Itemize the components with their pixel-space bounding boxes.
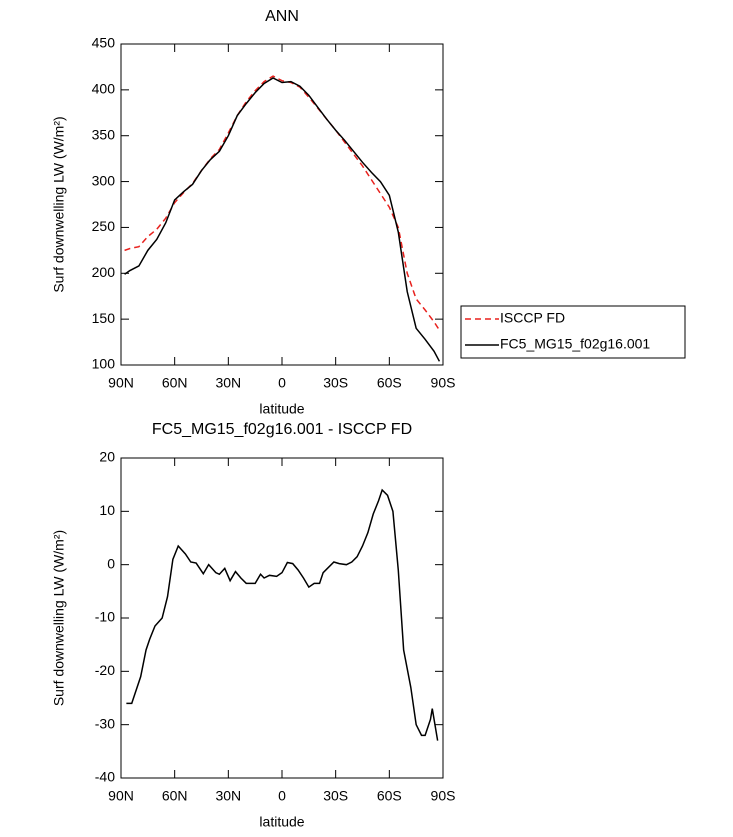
y-tick-label: 0: [107, 555, 115, 571]
plot-frame: [120, 43, 444, 366]
data-line: [124, 75, 441, 331]
y-tick-label: -40: [95, 769, 115, 785]
x-tick-label: 90N: [108, 375, 134, 391]
data-line: [126, 488, 439, 741]
y-tick-label: 20: [99, 449, 115, 465]
x-axis-label: latitude: [259, 401, 304, 417]
legend-box: [460, 305, 686, 359]
x-tick-label: 90S: [431, 375, 456, 391]
y-tick-label: -10: [95, 609, 115, 625]
plot-frame: [120, 457, 444, 779]
y-tick-label: 350: [92, 126, 116, 142]
chart-title: ANN: [265, 8, 299, 25]
x-tick-label: 30S: [323, 788, 348, 804]
y-tick-label: 100: [92, 356, 116, 372]
y-axis-label: Surf downwelling LW (W/m²): [51, 116, 67, 292]
y-tick-label: 10: [99, 502, 115, 518]
x-tick-label: 30S: [323, 375, 348, 391]
x-axis-label: latitude: [259, 814, 304, 830]
chart-title: FC5_MG15_f02g16.001 - ISCCP FD: [152, 421, 412, 438]
x-tick-label: 0: [278, 375, 286, 391]
x-tick-label: 90N: [108, 788, 134, 804]
y-tick-label: 200: [92, 264, 116, 280]
y-tick-label: 250: [92, 218, 116, 234]
y-tick-label: 300: [92, 172, 116, 188]
legend-label: FC5_MG15_f02g16.001: [500, 336, 650, 352]
x-tick-label: 90S: [431, 788, 456, 804]
data-line: [124, 77, 441, 362]
y-tick-label: 450: [92, 35, 116, 51]
x-tick-label: 60N: [162, 375, 188, 391]
x-tick-label: 30N: [215, 375, 241, 391]
y-tick-label: -20: [95, 662, 115, 678]
y-tick-label: 400: [92, 81, 116, 97]
y-axis-label: Surf downwelling LW (W/m²): [51, 530, 67, 706]
x-tick-label: 60S: [377, 375, 402, 391]
legend-label: ISCCP FD: [500, 310, 565, 326]
x-tick-label: 60N: [162, 788, 188, 804]
x-tick-label: 60S: [377, 788, 402, 804]
y-tick-label: -30: [95, 715, 115, 731]
x-tick-label: 30N: [215, 788, 241, 804]
y-tick-label: 150: [92, 310, 116, 326]
x-tick-label: 0: [278, 788, 286, 804]
